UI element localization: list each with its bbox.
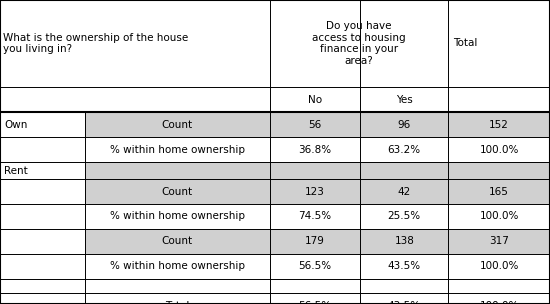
Bar [360, 279, 448, 293]
Bar [0, 162, 85, 179]
Text: Rent: Rent [4, 166, 28, 176]
Text: 317: 317 [489, 237, 509, 246]
Bar [0, 254, 85, 279]
Text: 100.0%: 100.0% [480, 212, 519, 221]
Bar [0, 0, 270, 87]
Bar [270, 87, 360, 112]
Text: 96: 96 [398, 120, 411, 130]
Text: Total: Total [165, 301, 190, 304]
Text: Total: Total [453, 38, 477, 48]
Bar [85, 204, 270, 229]
Text: 100.0%: 100.0% [480, 145, 519, 155]
Bar [270, 293, 360, 304]
Text: Count: Count [162, 187, 193, 196]
Bar [270, 137, 360, 162]
Bar [448, 87, 550, 112]
Bar [448, 112, 550, 137]
Bar [0, 229, 85, 254]
Text: 56.5%: 56.5% [298, 301, 332, 304]
Bar [448, 179, 550, 204]
Bar [0, 179, 85, 204]
Text: 165: 165 [489, 187, 509, 196]
Bar [0, 279, 85, 293]
Text: 74.5%: 74.5% [298, 212, 332, 221]
Bar [270, 162, 360, 179]
Bar [0, 112, 85, 137]
Text: 42: 42 [398, 187, 411, 196]
Text: % within home ownership: % within home ownership [110, 145, 245, 155]
Bar [360, 162, 448, 179]
Text: No: No [308, 95, 322, 105]
Text: 123: 123 [305, 187, 325, 196]
Bar [448, 254, 550, 279]
Text: 36.8%: 36.8% [298, 145, 332, 155]
Text: % within home ownership: % within home ownership [110, 212, 245, 221]
Bar [85, 293, 270, 304]
Bar [448, 137, 550, 162]
Bar [448, 279, 550, 293]
Bar [0, 137, 85, 162]
Text: 138: 138 [394, 237, 414, 246]
Bar [360, 229, 448, 254]
Bar [270, 229, 360, 254]
Bar [85, 229, 270, 254]
Bar [448, 162, 550, 179]
Bar [360, 254, 448, 279]
Text: Count: Count [162, 237, 193, 246]
Bar [270, 0, 448, 87]
Bar [448, 204, 550, 229]
Text: 56: 56 [308, 120, 322, 130]
Bar [85, 279, 270, 293]
Bar [270, 279, 360, 293]
Text: Own: Own [4, 120, 28, 130]
Text: Count: Count [162, 120, 193, 130]
Bar [360, 87, 448, 112]
Bar [270, 179, 360, 204]
Text: 43.5%: 43.5% [388, 301, 421, 304]
Text: 56.5%: 56.5% [298, 261, 332, 271]
Bar [448, 293, 550, 304]
Bar [360, 179, 448, 204]
Text: 25.5%: 25.5% [388, 212, 421, 221]
Bar [360, 204, 448, 229]
Text: 43.5%: 43.5% [388, 261, 421, 271]
Text: 152: 152 [489, 120, 509, 130]
Bar [85, 137, 270, 162]
Bar [448, 0, 550, 87]
Bar [360, 293, 448, 304]
Text: 100.0%: 100.0% [480, 261, 519, 271]
Text: Yes: Yes [396, 95, 412, 105]
Text: What is the ownership of the house
you living in?: What is the ownership of the house you l… [3, 33, 188, 54]
Bar [0, 204, 85, 229]
Bar [270, 112, 360, 137]
Bar [85, 179, 270, 204]
Bar [85, 254, 270, 279]
Text: 179: 179 [305, 237, 325, 246]
Bar [360, 112, 448, 137]
Bar [0, 87, 270, 112]
Bar [448, 229, 550, 254]
Text: Do you have
access to housing
finance in your
area?: Do you have access to housing finance in… [312, 21, 406, 66]
Bar [360, 137, 448, 162]
Text: 63.2%: 63.2% [388, 145, 421, 155]
Bar [85, 162, 270, 179]
Text: % within home ownership: % within home ownership [110, 261, 245, 271]
Bar [270, 204, 360, 229]
Text: 100.0%: 100.0% [480, 301, 519, 304]
Bar [0, 293, 85, 304]
Bar [270, 254, 360, 279]
Bar [85, 112, 270, 137]
